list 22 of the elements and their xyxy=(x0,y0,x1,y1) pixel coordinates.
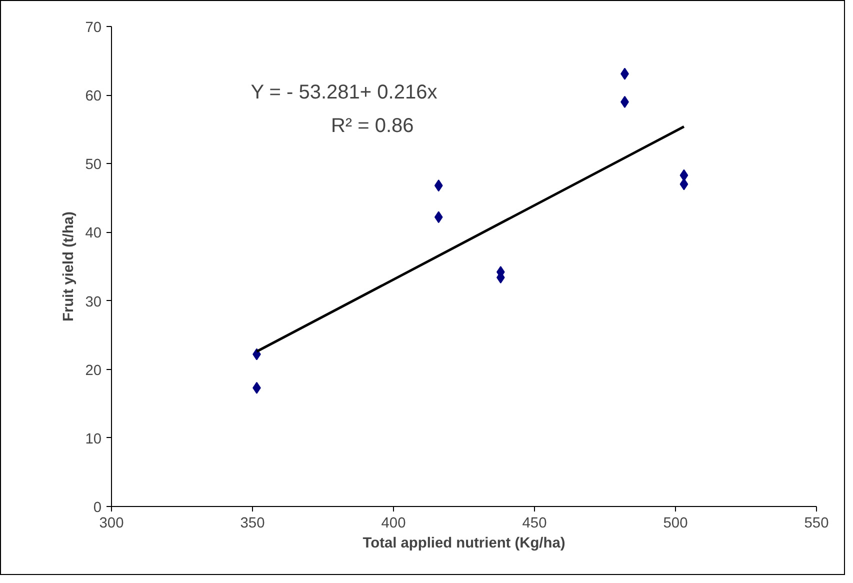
y-tick-label: 30 xyxy=(85,294,102,310)
y-tick-label: 10 xyxy=(85,431,102,448)
x-tick-label: 400 xyxy=(381,516,406,532)
annotation: Y = - 53.281+ 0.216x xyxy=(250,81,438,104)
y-tick-label: 20 xyxy=(85,362,102,379)
x-axis-title: Total applied nutrient (Kg/ha) xyxy=(362,536,566,552)
x-tick-label: 300 xyxy=(99,516,124,532)
y-axis-title: Fruit yield (t/ha) xyxy=(61,211,78,322)
y-tick-label: 50 xyxy=(85,157,102,174)
annotation: R² = 0.86 xyxy=(330,114,414,137)
y-tick-label: 70 xyxy=(85,20,102,36)
point xyxy=(434,180,443,192)
point xyxy=(680,178,688,190)
x-tick-label: 500 xyxy=(663,516,688,532)
y-tick-label: 60 xyxy=(85,88,102,105)
x-tick-label: 550 xyxy=(804,516,829,532)
point xyxy=(680,169,688,182)
y-tick-label: 0 xyxy=(93,500,102,516)
x-tick-label: 350 xyxy=(240,516,265,532)
y-tick-label: 40 xyxy=(85,226,102,242)
x-tick-label: 450 xyxy=(522,516,547,532)
point xyxy=(434,211,443,224)
